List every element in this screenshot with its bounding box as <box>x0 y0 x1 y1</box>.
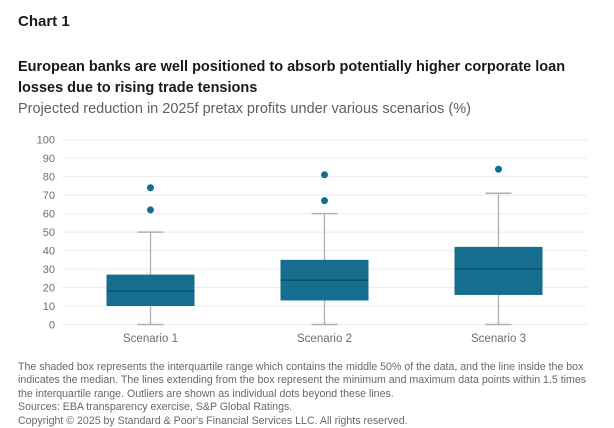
x-category-label: Scenario 2 <box>297 333 352 345</box>
outlier-dot <box>495 165 502 173</box>
y-tick-label: 50 <box>43 227 55 239</box>
copyright-line: Copyright © 2025 by Standard & Poor's Fi… <box>18 414 408 427</box>
chart-title-line-2: losses due to rising trade tensions <box>18 80 258 96</box>
footnote-line: The shaded box represents the interquart… <box>18 361 584 373</box>
chart-title-line-1: European banks are well positioned to ab… <box>18 59 566 75</box>
y-tick-label: 10 <box>43 301 55 313</box>
y-tick-label: 20 <box>43 282 55 294</box>
x-category-label: Scenario 3 <box>471 333 526 345</box>
outlier-dot <box>321 197 328 205</box>
chart-number-label: Chart 1 <box>18 13 70 30</box>
y-tick-label: 40 <box>43 245 55 257</box>
sources-line: Sources: EBA transparency exercise, S&P … <box>18 401 293 414</box>
outlier-dot <box>147 206 154 214</box>
outlier-dot <box>321 171 328 179</box>
y-tick-label: 30 <box>43 264 55 276</box>
boxplot-chart: 0 10 20 30 40 50 60 70 80 90 100 Scenario 1 Scenario… <box>37 135 587 345</box>
x-category-label: Scenario 1 <box>123 333 178 345</box>
chart-header: European banks are well positioned to ab… <box>18 57 604 120</box>
footnote-line: indicates the median. The lines extendin… <box>18 374 587 387</box>
iqr-box <box>106 274 195 307</box>
iqr-box <box>454 246 543 295</box>
y-tick-label: 0 <box>49 319 55 331</box>
outlier-dot <box>147 184 154 192</box>
y-tick-label: 90 <box>43 153 55 165</box>
y-tick-label: 100 <box>37 135 55 147</box>
y-tick-label: 80 <box>43 171 55 183</box>
chart-footnotes: The shaded box represents the interquart… <box>18 361 604 428</box>
chart-subtitle: Projected reduction in 2025f pretax prof… <box>18 101 471 117</box>
footnote-line: the interquartile range. Outliers are sh… <box>18 387 394 400</box>
y-tick-label: 60 <box>43 208 55 220</box>
y-tick-label: 70 <box>43 190 55 202</box>
